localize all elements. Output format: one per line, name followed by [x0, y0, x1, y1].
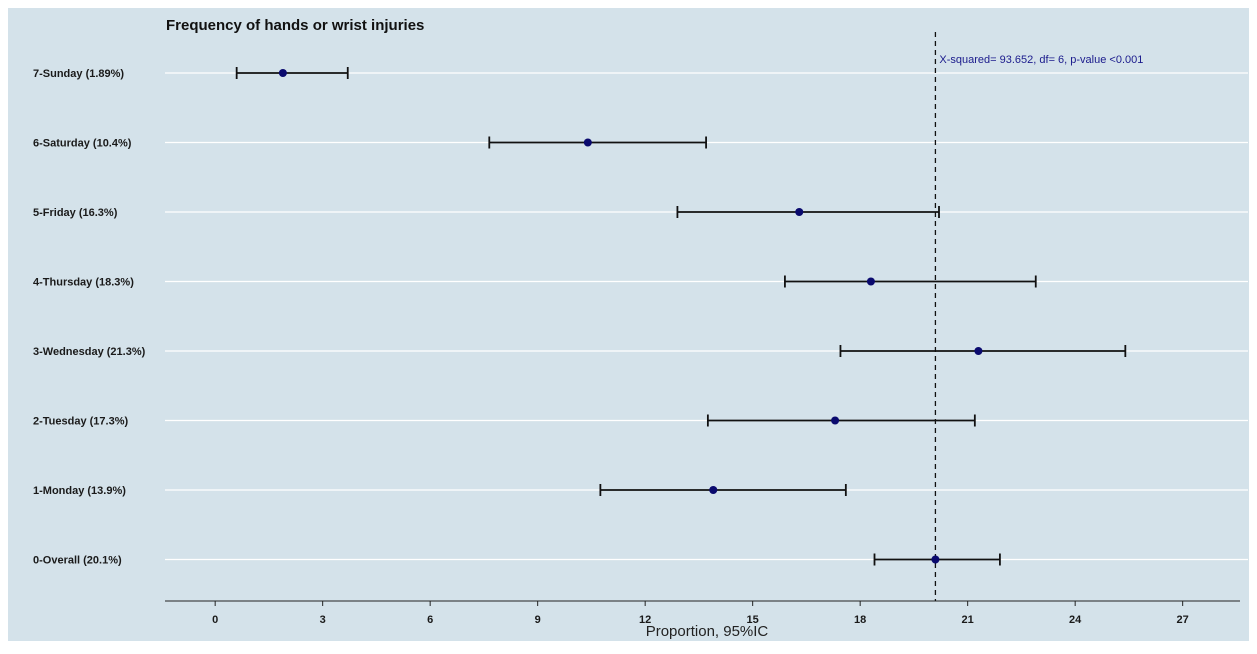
category-label: 4-Thursday (18.3%): [33, 277, 134, 289]
x-tick-label: 3: [320, 614, 326, 626]
error-bar: [706, 414, 976, 427]
error-bar: [676, 206, 940, 218]
category-label: 2-Tuesday (17.3%): [33, 416, 129, 428]
point-estimate: [278, 69, 287, 77]
point-estimate: [931, 555, 940, 564]
chart-title: Frequency of hands or wrist injuries: [166, 17, 424, 34]
x-tick-label: 24: [1069, 614, 1082, 626]
point-estimate: [866, 277, 875, 286]
error-bar: [839, 345, 1127, 357]
category-label: 7-Sunday (1.89%): [33, 68, 124, 80]
x-tick-label: 15: [747, 614, 759, 626]
point-estimate: [831, 416, 840, 425]
error-bars: [235, 67, 1127, 566]
point-estimate: [709, 486, 718, 494]
point-estimate: [795, 208, 804, 216]
x-tick-label: 27: [1177, 614, 1189, 626]
x-tick-label: 12: [639, 614, 651, 626]
error-bar: [488, 136, 707, 149]
category-labels: 7-Sunday (1.89%) 6-Saturday (10.4%) 5-Frid…: [33, 68, 146, 567]
x-axis-title: Proportion, 95%IC: [646, 623, 769, 640]
error-bar: [784, 275, 1037, 288]
x-tick-label: 9: [535, 614, 541, 626]
x-tick-label: 6: [427, 614, 433, 626]
category-label: 1-Monday (13.9%): [33, 485, 126, 497]
category-label: 5-Friday (16.3%): [33, 207, 118, 219]
error-bar: [235, 67, 349, 79]
x-tick-label: 0: [212, 614, 218, 626]
plot-background: [8, 8, 1249, 641]
point-estimate: [974, 347, 983, 355]
category-label: 0-Overall (20.1%): [33, 555, 122, 567]
x-tick-label: 21: [962, 614, 974, 626]
error-bar: [599, 484, 847, 496]
category-label: 3-Wednesday (21.3%): [33, 346, 146, 358]
x-tick-label: 18: [854, 614, 866, 626]
category-label: 6-Saturday (10.4%): [33, 138, 132, 150]
point-estimate: [583, 138, 592, 147]
point-estimates: [278, 69, 983, 564]
x-tick-labels: 0 3 6 9 12 15 18 21 24 27: [212, 601, 1189, 626]
chi-square-annotation: X-squared= 93.652, df= 6, p-value <0.001: [939, 54, 1143, 66]
